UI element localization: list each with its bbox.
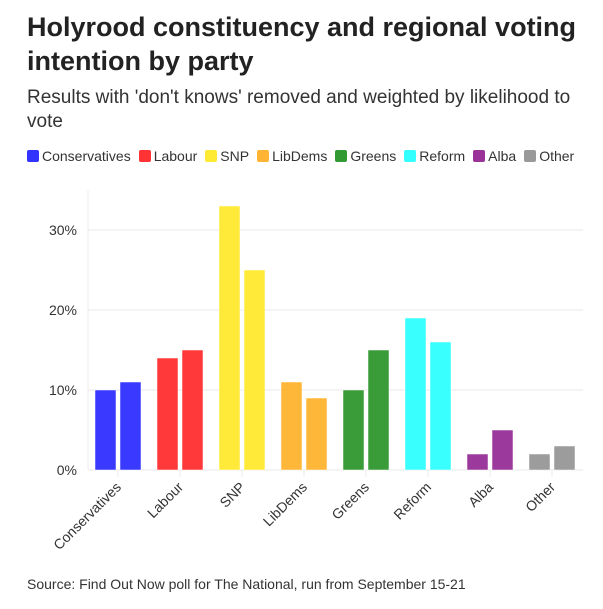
bar-greens-2 (367, 349, 390, 471)
bar-libdems-2 (305, 397, 328, 471)
y-tick-label: 10% (49, 382, 77, 398)
x-tick-label: Alba (465, 479, 496, 510)
legend-swatch (524, 150, 537, 162)
x-tick-label: Other (522, 479, 558, 515)
legend-label: Greens (350, 148, 397, 164)
chart-title: Holyrood constituency and regional votin… (27, 12, 577, 76)
legend-swatch (27, 150, 39, 162)
legend-item[interactable]: Labour (138, 148, 198, 164)
bar-labour-2 (181, 349, 204, 471)
legend-item[interactable]: SNP (205, 148, 249, 164)
legend-item[interactable]: Reform (404, 148, 465, 164)
bar-other-1 (528, 453, 551, 471)
legend-swatch (257, 150, 270, 162)
legend-swatch (205, 150, 218, 162)
y-tick-label: 30% (49, 222, 77, 238)
legend-label: Conservatives (42, 148, 131, 164)
legend-label: SNP (220, 148, 250, 164)
legend-item[interactable]: Alba (473, 148, 516, 164)
legend-label: Labour (153, 148, 198, 164)
bar-labour-1 (156, 357, 179, 471)
bar-greens-1 (342, 389, 365, 471)
x-tick-label: SNP (216, 479, 248, 511)
y-tick-label: 20% (49, 302, 77, 318)
legend-item[interactable]: Other (524, 148, 574, 164)
bar-reform-2 (429, 341, 452, 471)
bar-libdems-1 (280, 381, 303, 471)
legend: Conservatives Labour SNP LibDems Greens Refor… (27, 148, 574, 164)
legend-label: Alba (488, 148, 517, 164)
legend-label: Other (539, 148, 575, 164)
legend-label: LibDems (272, 148, 328, 164)
x-tick-label: LibDems (260, 479, 310, 529)
legend-swatch (335, 150, 348, 162)
bar-alba-2 (491, 429, 514, 471)
x-tick-label: Greens (328, 479, 372, 523)
bar-snp-1 (218, 205, 241, 471)
bar-conservatives-2 (119, 381, 142, 471)
bar-conservatives-1 (94, 389, 117, 471)
y-tick-label: 0% (57, 462, 77, 478)
x-tick-label: Conservatives (50, 479, 124, 553)
legend-item[interactable]: Greens (335, 148, 396, 164)
source-note: Source: Find Out Now poll for The Nation… (27, 576, 466, 592)
bar-alba-1 (466, 453, 489, 471)
legend-swatch (404, 150, 417, 162)
legend-label: Reform (419, 148, 466, 164)
x-tick-label: Reform (390, 479, 434, 523)
bar-reform-1 (404, 317, 427, 471)
bar-snp-2 (243, 269, 266, 471)
chart-subtitle: Results with 'don't knows' removed and w… (27, 87, 571, 132)
legend-item[interactable]: LibDems (257, 148, 327, 164)
bar-other-2 (553, 445, 576, 471)
legend-swatch (138, 150, 151, 162)
x-tick-label: Labour (144, 479, 186, 521)
legend-item[interactable]: Conservatives (27, 148, 131, 164)
legend-swatch (473, 150, 486, 162)
